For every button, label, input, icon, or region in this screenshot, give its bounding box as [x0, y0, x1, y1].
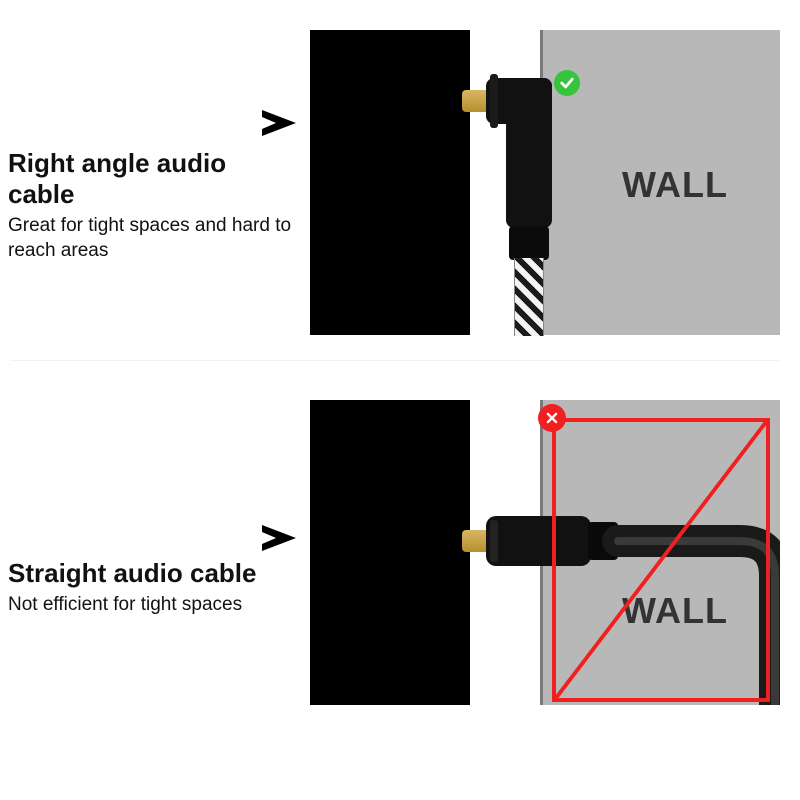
- bottom-subtext: Not efficient for tight spaces: [8, 593, 298, 618]
- divider: [10, 360, 780, 361]
- panel-right-angle: WALL: [310, 30, 780, 335]
- strain-relief: [509, 226, 549, 260]
- device-block: [310, 400, 470, 705]
- top-caption: Right angle audio cable Great for tight …: [8, 148, 298, 263]
- arrow-icon: [262, 525, 296, 551]
- arrow-icon: [262, 110, 296, 136]
- connector-body: [506, 78, 552, 228]
- top-heading: Right angle audio cable: [8, 148, 298, 210]
- cross-icon: [538, 404, 566, 432]
- wall-label: WALL: [622, 164, 728, 206]
- device-block: [310, 30, 470, 335]
- panel-straight: WALL: [310, 400, 780, 705]
- bottom-heading: Straight audio cable: [8, 558, 298, 589]
- infographic-canvas: Right angle audio cable Great for tight …: [0, 0, 800, 800]
- error-overlay: [552, 418, 770, 702]
- check-icon: [554, 70, 580, 96]
- bottom-caption: Straight audio cable Not efficient for t…: [8, 558, 298, 618]
- braided-cable: [514, 258, 544, 336]
- top-subtext: Great for tight spaces and hard to reach…: [8, 214, 298, 263]
